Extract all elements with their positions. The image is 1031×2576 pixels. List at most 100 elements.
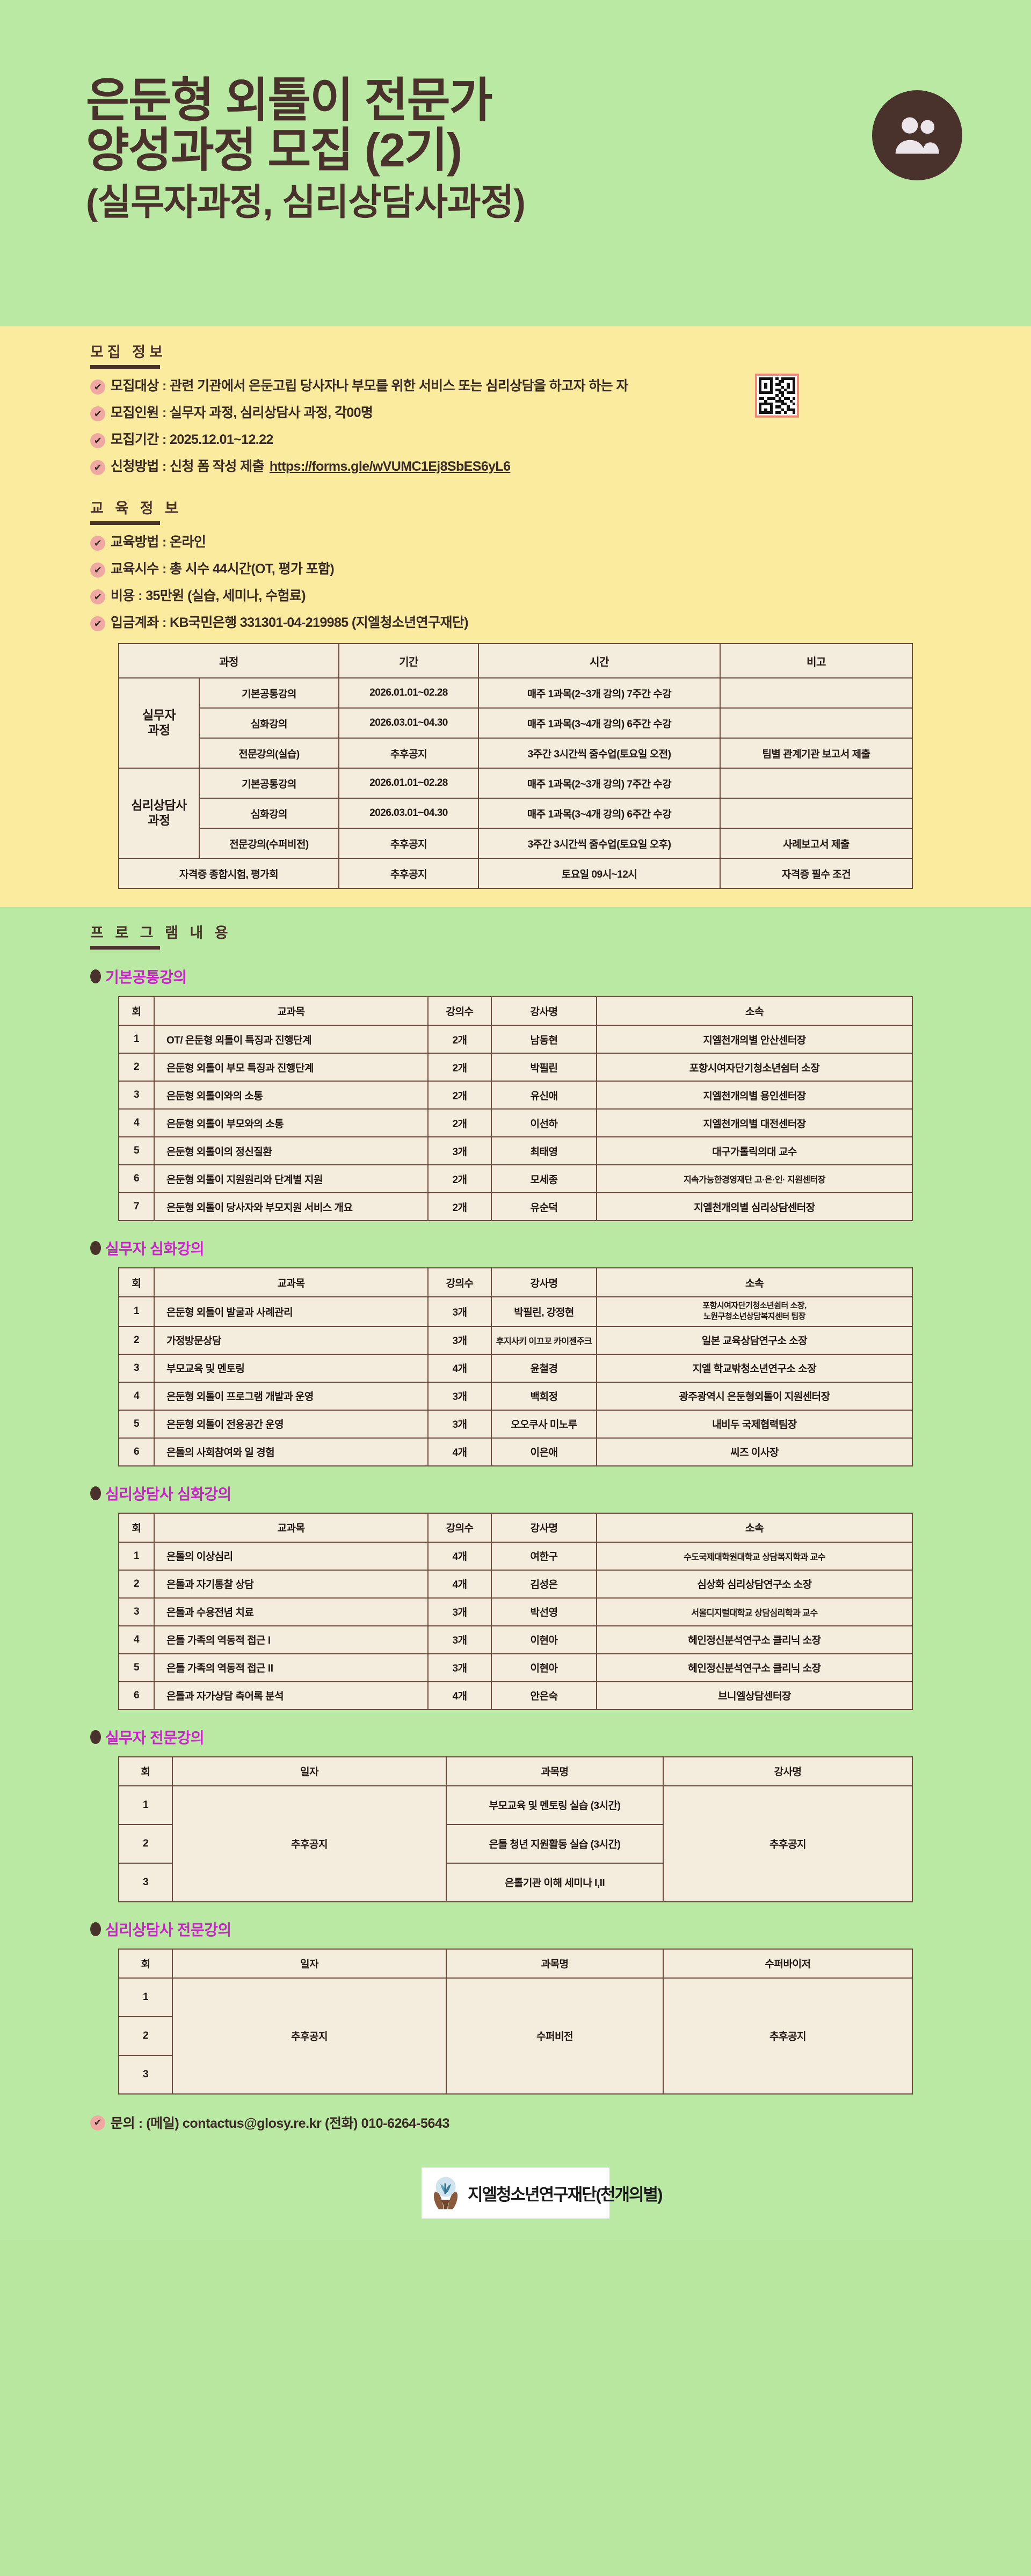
cell-subject: 부모교육 및 멘토링 실습 (3시간): [446, 1785, 664, 1825]
table-row: 2 가정방문상담 3개 후지사키 이끄꼬 카이젠주크 일본 교육상담연구소 소장: [118, 1325, 913, 1355]
education-method: 교육방법 : 온라인: [111, 535, 206, 550]
table-row: 1 OT/ 은둔형 외톨이 특징과 진행단계 2개 남동현 지엘천개의별 안산센터장: [118, 1025, 913, 1054]
cell-affiliation: 내비두 국제협력팀장: [596, 1409, 913, 1439]
cell-subject: 은톨의 사회참여와 일 경험: [154, 1437, 429, 1466]
list-item: 입금계좌 : KB국민은행 331301-04-219985 (지엘청소년연구재…: [90, 615, 1031, 631]
table-row: 전문강의(수퍼비전) 추후공지 3주간 3시간씩 줌수업(토요일 오후) 사례보…: [119, 828, 913, 859]
cell: 자격증 종합시험, 평가회: [118, 858, 339, 889]
cell-count: 4개: [427, 1541, 492, 1571]
cell: [720, 798, 913, 829]
cell-count: 3개: [427, 1653, 492, 1682]
cell-subject: 은톨과 수용전념 치료: [154, 1597, 429, 1626]
table-row: 심화강의 2026.03.01~04.30 매주 1과목(3~4개 강의) 6주…: [119, 798, 913, 829]
cell-subject: 은둔형 외톨이 부모 특징과 진행단계: [154, 1053, 429, 1082]
cell-subject: 은둔형 외톨이 전용공간 운영: [154, 1409, 429, 1439]
cell-subject: 은둔형 외톨이 발굴과 사례관리: [154, 1296, 429, 1327]
cell-lecturer: 최태영: [491, 1136, 597, 1165]
cell: 매주 1과목(3~4개 강의) 6주간 수강: [478, 798, 721, 829]
cell-no: 2: [118, 1569, 155, 1599]
group-label-counselor: 심리상담사 과정: [118, 768, 200, 859]
table-row: 1 추후공지 부모교육 및 멘토링 실습 (3시간) 추후공지: [118, 1785, 913, 1902]
table-row: 1 추후공지 수퍼비전 추후공지: [118, 1977, 913, 2095]
cell-affiliation: 씨즈 이사장: [596, 1437, 913, 1466]
cell-subject: 은톨과 자기통찰 상담: [154, 1569, 429, 1599]
col-no: 회: [118, 1512, 155, 1543]
col-subject: 교과목: [154, 1267, 429, 1297]
col-note: 비고: [720, 643, 913, 678]
cell-no: 2: [118, 1053, 155, 1082]
table-row: 3 은둔형 외톨이와의 소통 2개 유신애 지엘천개의별 용인센터장: [118, 1081, 913, 1110]
program-heading: 프 로 그 램 내 용: [90, 925, 232, 941]
heading-rule: [90, 365, 160, 369]
table-row: 4 은둔형 외톨이 프로그램 개발과 운영 3개 백희정 광주광역시 은둔형외톨이 지원…: [118, 1381, 913, 1411]
cell-supervisor: 추후공지: [663, 1977, 913, 2095]
cell-count: 3개: [427, 1409, 492, 1439]
table-row: 5 은톨 가족의 역동적 접근 II 3개 이현아 헤인정신분석연구소 클리닉 소장: [118, 1653, 913, 1682]
cell-count: 4개: [427, 1353, 492, 1383]
check-icon: [90, 563, 105, 578]
apply-form-link[interactable]: https://forms.gle/wVUMC1Ej8SbES6yL6: [269, 459, 511, 474]
info-section: 모집 정보 모집대상 : 관련 기관에서 은둔고립 당사자나 부모를 위한 서비…: [0, 326, 1031, 907]
table-row: 2: [118, 2016, 912, 2056]
col-affiliation: 소속: [596, 1512, 913, 1543]
table-row: 2 은톨과 자기통찰 상담 4개 김성은 심상화 심리상담연구소 소장: [118, 1569, 913, 1599]
recruitment-list: 모집대상 : 관련 기관에서 은둔고립 당사자나 부모를 위한 서비스 또는 심…: [90, 378, 1031, 475]
cell-lecturer: 박필린: [491, 1053, 597, 1082]
cell: 2026.03.01~04.30: [338, 798, 479, 829]
cell-count: 4개: [427, 1569, 492, 1599]
col-course: 과정: [118, 643, 339, 678]
education-cost: 비용 : 35만원 (실습, 세미나, 수험료): [111, 588, 306, 603]
list-item: 모집인원 : 실무자 과정, 심리상담사 과정, 각00명: [90, 405, 1031, 421]
table-row: 6 은둔형 외톨이 지원원리와 단계별 지원 2개 모세종 지속가능한경영재단 고·은·…: [118, 1164, 913, 1193]
cell-affiliation: 지엘 학교밖청소년연구소 소장: [596, 1353, 913, 1383]
table-row: 3 부모교육 및 멘토링 4개 윤철경 지엘 학교밖청소년연구소 소장: [118, 1353, 913, 1383]
cell-subject: 은톨 가족의 역동적 접근 I: [154, 1625, 429, 1654]
check-icon: [90, 616, 105, 631]
cell: 추후공지: [338, 858, 479, 889]
cell-no: 4: [118, 1108, 155, 1137]
cell-no: 3: [118, 1862, 173, 1902]
cell-no: 2: [118, 1823, 173, 1864]
col-no: 회: [118, 1756, 173, 1786]
cell: 매주 1과목(2~3개 강의) 7주간 수강: [478, 768, 721, 799]
table-row: 1 은톨의 이상심리 4개 여한구 수도국제대학원대학교 상담복지학과 교수: [118, 1541, 913, 1571]
cell: 3주간 3시간씩 줌수업(토요일 오후): [478, 828, 721, 859]
col-subject: 과목명: [446, 1756, 664, 1786]
cell-lecturer: 유순덕: [491, 1192, 597, 1221]
cell: 전문강의(수퍼비전): [199, 828, 339, 859]
cell-subject: 은둔형 외톨이의 정신질환: [154, 1136, 429, 1165]
cell-lecturer: 이현아: [491, 1625, 597, 1654]
subsection-title-counselor-advanced: 심리상담사 심화강의: [90, 1483, 1031, 1504]
cell-no: 7: [118, 1192, 155, 1221]
col-no: 회: [118, 1267, 155, 1297]
col-no: 회: [118, 996, 155, 1026]
recruitment-headcount: 모집인원 : 실무자 과정, 심리상담사 과정, 각00명: [111, 405, 373, 420]
recruitment-period: 모집기간 : 2025.12.01~12.22: [111, 432, 273, 447]
subsection-title-practitioner-advanced: 실무자 심화강의: [90, 1237, 1031, 1259]
subsection-title-practitioner-special: 실무자 전문강의: [90, 1726, 1031, 1748]
cell-subject: 부모교육 및 멘토링: [154, 1353, 429, 1383]
cell: 토요일 09시~12시: [478, 858, 721, 889]
cell: 기본공통강의: [199, 768, 339, 799]
col-affiliation: 소속: [596, 1267, 913, 1297]
subsection-title-basic: 기본공통강의: [90, 966, 1031, 987]
list-item: 모집기간 : 2025.12.01~12.22: [90, 432, 1031, 448]
table-row: 3: [118, 2054, 912, 2095]
cell-affiliation: 서울디지털대학교 상담심리학과 교수: [596, 1597, 913, 1626]
table-row: 6 은톨의 사회참여와 일 경험 4개 이은애 씨즈 이사장: [118, 1437, 913, 1466]
qr-code-icon[interactable]: [755, 374, 799, 418]
cell-no: 3: [118, 1081, 155, 1110]
cell-no: 1: [118, 1541, 155, 1571]
cell-lecturer: 박선영: [491, 1597, 597, 1626]
list-item: 모집대상 : 관련 기관에서 은둔고립 당사자나 부모를 위한 서비스 또는 심…: [90, 378, 1031, 395]
cell-affiliation: 포항시여자단기청소년쉼터 소장: [596, 1053, 913, 1082]
col-date: 일자: [172, 1756, 447, 1786]
cell-count: 3개: [427, 1296, 492, 1327]
schedule-table-wrapper: 과정 기간 시간 비고 실무자 과정 기본공통강의 2026.01.01~02.2…: [118, 643, 913, 889]
bullet-dot-icon: [90, 1241, 101, 1255]
check-icon: [90, 589, 105, 604]
cell-affiliation: 광주광역시 은둔형외톨이 지원센터장: [596, 1381, 913, 1411]
heading-rule: [90, 521, 160, 525]
cell-affiliation: 헤인정신분석연구소 클리닉 소장: [596, 1653, 913, 1682]
check-icon: [90, 2115, 105, 2130]
